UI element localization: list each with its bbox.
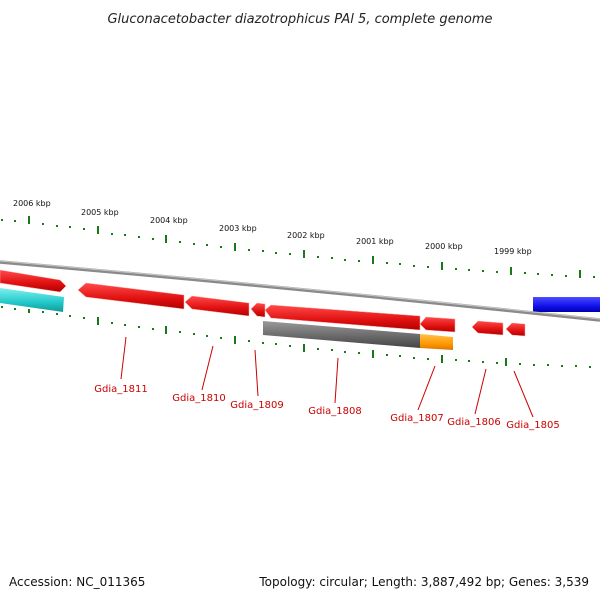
gene-label-Gdia_1805[interactable]: Gdia_1805 (506, 420, 559, 431)
scale-label: 2003 kbp (219, 224, 257, 233)
gene-arrow-Gdia_1811[interactable] (77, 282, 185, 310)
gene-arrow-Gdia_1809[interactable] (250, 302, 266, 318)
gene-label-Gdia_1809[interactable]: Gdia_1809 (230, 400, 283, 411)
scale-label: 2006 kbp (13, 199, 51, 208)
genome-backbone (0, 260, 600, 322)
scale-label: 2005 kbp (81, 208, 119, 217)
gene-arrow-forward-edge[interactable] (0, 269, 67, 293)
accession-text: Accession: NC_011365 (9, 575, 145, 589)
gene-labels: Gdia_1811 Gdia_1810 Gdia_1809 Gdia_1808 … (94, 384, 559, 431)
gene-label-Gdia_1806[interactable]: Gdia_1806 (447, 417, 500, 428)
map-title: Gluconacetobacter diazotrophicus PAl 5, … (107, 12, 492, 27)
gene-label-Gdia_1810[interactable]: Gdia_1810 (172, 393, 225, 404)
scale-label: 2000 kbp (425, 242, 463, 251)
gene-arrow-Gdia_1805[interactable] (505, 322, 526, 337)
scale-label: 2004 kbp (150, 216, 188, 225)
gene-label-Gdia_1811[interactable]: Gdia_1811 (94, 384, 147, 395)
inner-scale-ticks (1, 306, 591, 368)
outer-scale-ticks (1, 216, 595, 278)
genome-backbone-highlight (0, 260, 600, 320)
gene-arrow-Gdia_1808[interactable] (264, 304, 421, 331)
scale-labels: 2006 kbp 2005 kbp 2004 kbp 2003 kbp 2002… (13, 199, 532, 256)
scale-label: 2002 kbp (287, 231, 325, 240)
feature-orange-bar[interactable] (420, 334, 453, 350)
scale-label: 1999 kbp (494, 247, 532, 256)
gene-arrow-Gdia_1807[interactable] (419, 316, 456, 333)
scale-label: 2001 kbp (356, 237, 394, 246)
gene-forward-blue[interactable] (533, 297, 600, 312)
gene-arrow-Gdia_1810[interactable] (184, 295, 250, 317)
feature-grey-bar[interactable] (263, 321, 420, 348)
summary-text: Topology: circular; Length: 3,887,492 bp… (258, 575, 589, 589)
gene-label-Gdia_1808[interactable]: Gdia_1808 (308, 406, 361, 417)
gene-leader-lines (120, 336, 534, 418)
gene-arrow-Gdia_1806[interactable] (471, 320, 504, 336)
gene-reverse-cyan[interactable] (0, 288, 64, 312)
gene-label-Gdia_1807[interactable]: Gdia_1807 (390, 413, 443, 424)
